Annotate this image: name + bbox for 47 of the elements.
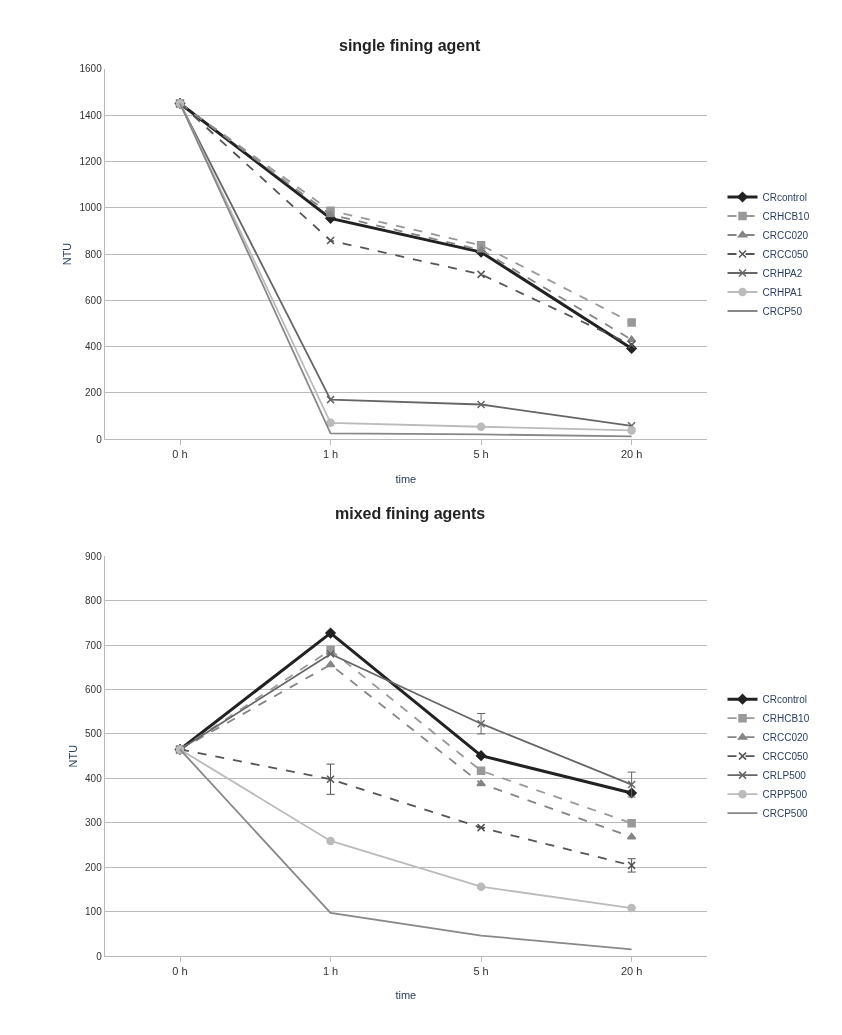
y-tick-label: 1600	[79, 63, 103, 75]
y-tick-label: 1400	[79, 109, 103, 121]
legend-label: CRcontrol	[762, 191, 807, 203]
y-tick-label: 1000	[79, 202, 103, 214]
chart-title: mixed fining agents	[335, 505, 486, 522]
y-tick-label: 400	[85, 772, 103, 784]
y-tick-label: 400	[85, 341, 103, 353]
legend-label: CRHPA2	[762, 267, 803, 279]
legend-label: CRCC050	[762, 751, 809, 763]
y-tick-label: 200	[85, 861, 103, 873]
x-tick-label: 1 h	[322, 965, 339, 978]
y-axis-title: NTU	[61, 242, 74, 266]
y-tick-label: 600	[85, 684, 103, 695]
y-tick-label: 800	[85, 248, 103, 260]
x-tick-label: 1 h	[322, 448, 339, 461]
y-tick-label: 0	[96, 950, 103, 962]
x-tick-label: 0 h	[172, 965, 188, 978]
legend-label: CRHPA1	[762, 286, 803, 298]
legend-label: CRCC020	[762, 229, 809, 241]
y-axis-title: NTU	[66, 744, 79, 768]
y-tick-label: 800	[85, 595, 103, 607]
y-tick-label: 600	[85, 294, 103, 306]
y-tick-label: 300	[85, 817, 103, 829]
y-tick-label: 700	[85, 639, 103, 651]
legend-label: CRcontrol	[762, 694, 807, 706]
x-axis-title: time	[395, 989, 417, 1002]
x-axis-title: time	[395, 472, 417, 485]
y-tick-label: 100	[85, 906, 103, 918]
y-tick-label: 1200	[79, 155, 103, 167]
y-tick-label: 0	[96, 433, 103, 445]
legend-label: CRHCB10	[762, 210, 810, 222]
y-tick-label: 900	[85, 550, 103, 562]
legend-label: CRPP500	[762, 789, 808, 801]
legend-label: CRCP500	[762, 808, 808, 820]
y-tick-label: 500	[85, 728, 103, 740]
legend-label: CRCC050	[762, 248, 809, 260]
x-tick-label: 0 h	[172, 448, 188, 461]
x-tick-label: 20 h	[620, 448, 643, 461]
chart-title: single fining agent	[339, 37, 482, 54]
x-tick-label: 5 h	[473, 448, 489, 461]
legend-label: CRCP50	[762, 305, 803, 317]
legend-label: CRHCB10	[762, 713, 810, 725]
legend-label: CRLP500	[762, 770, 807, 782]
legend-label: CRCC020	[762, 732, 809, 744]
y-tick-label: 200	[85, 387, 103, 399]
x-tick-label: 20 h	[620, 965, 643, 978]
x-tick-label: 5 h	[473, 965, 489, 978]
